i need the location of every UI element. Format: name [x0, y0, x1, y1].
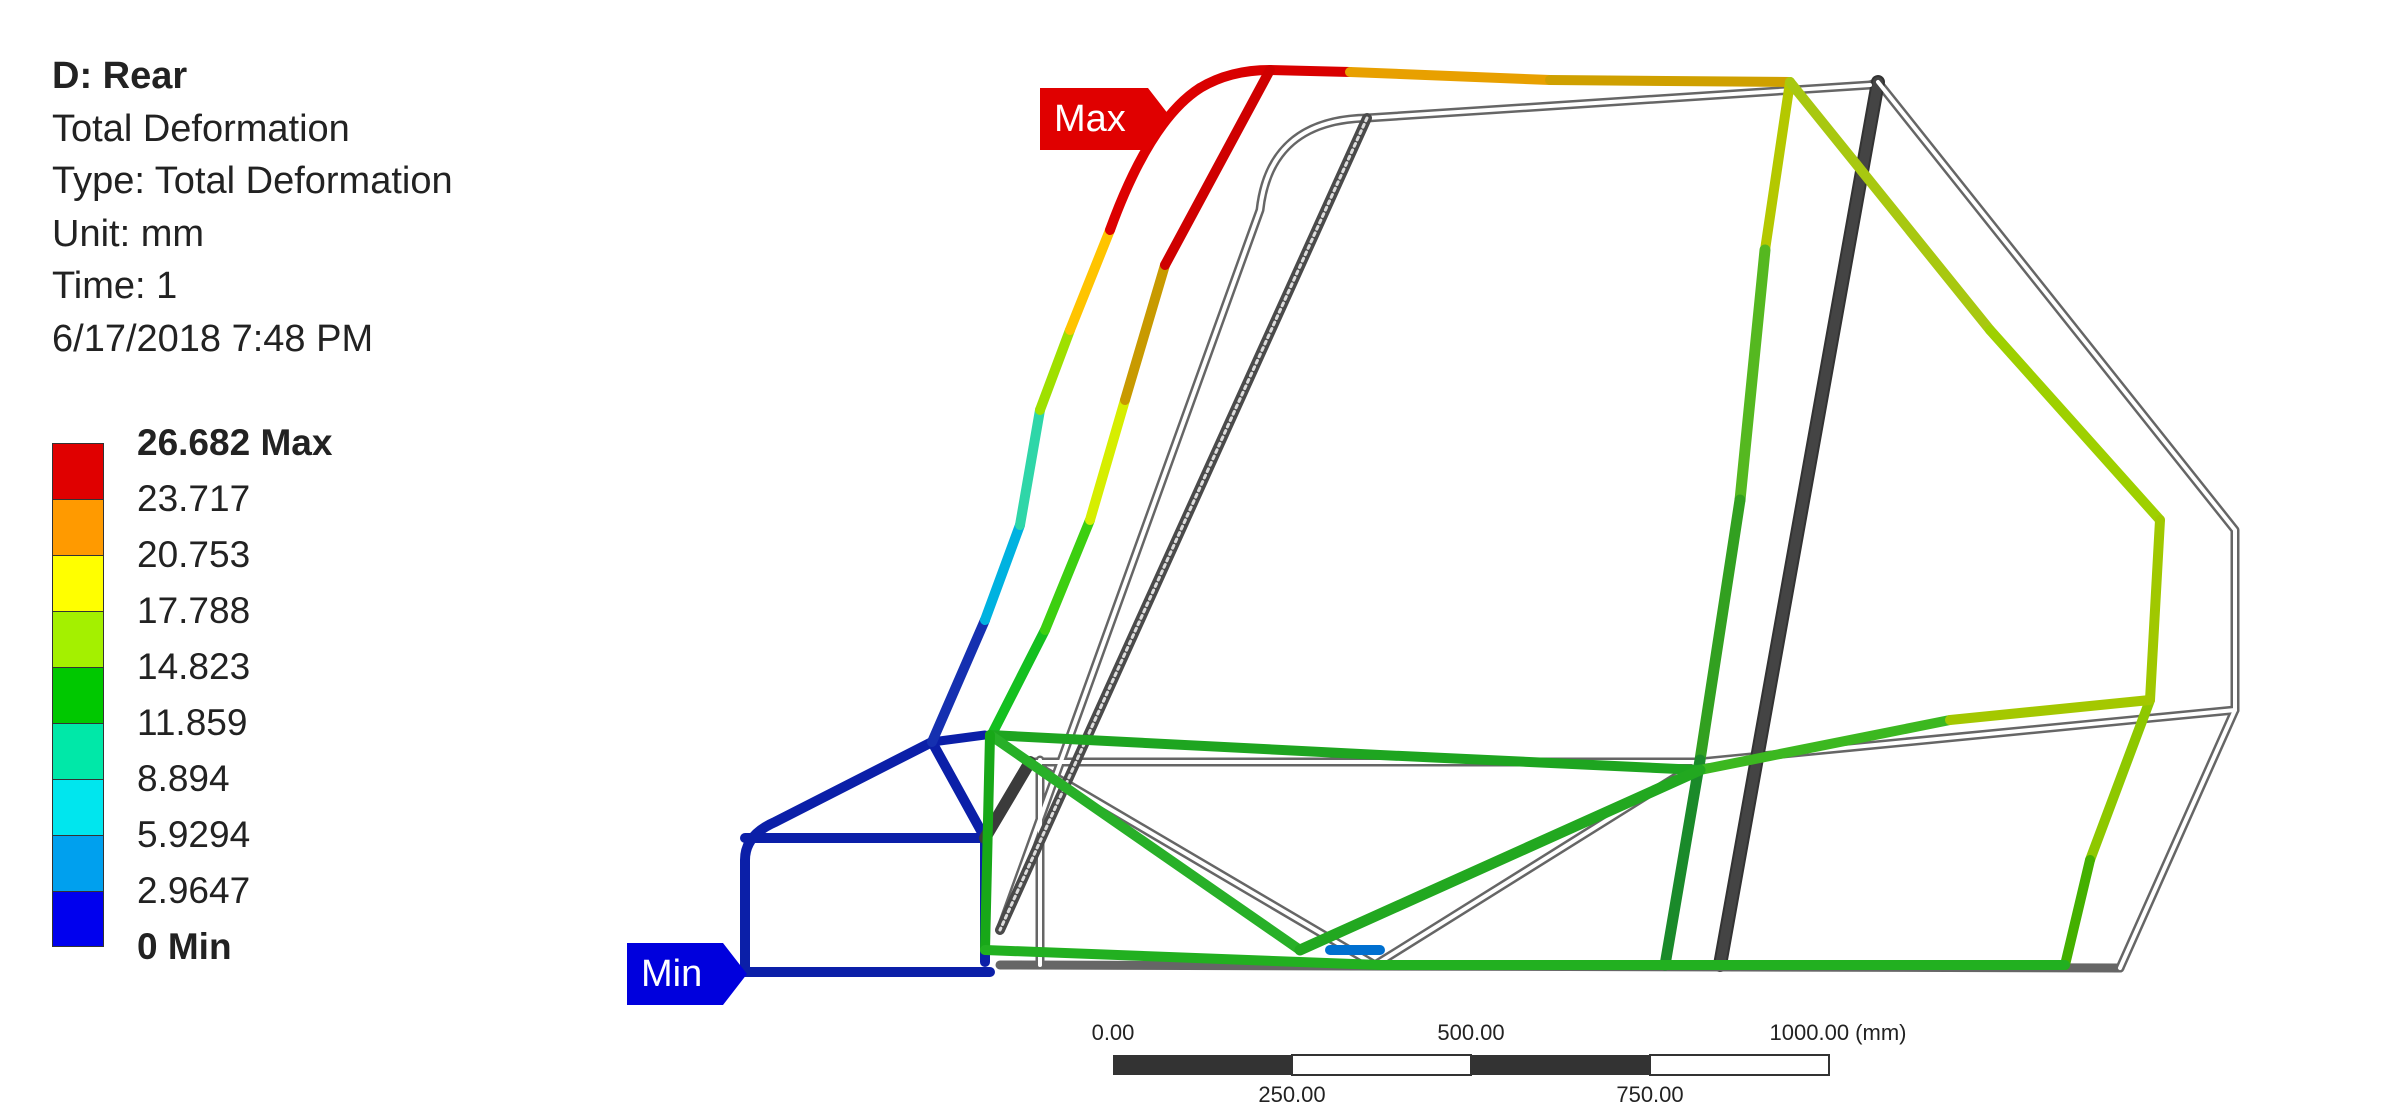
scale-bar: [1113, 1054, 1830, 1076]
legend-swatch: [52, 443, 104, 499]
scale-tick-label: 250.00: [1258, 1082, 1326, 1107]
undeformed-outline: [995, 75, 2240, 973]
legend-label: 26.682 Max: [137, 422, 333, 463]
legend-swatch: [52, 891, 104, 947]
min-probe-flag: [627, 943, 747, 1005]
legend-label: 14.823: [137, 646, 251, 687]
result-time: Time: 1: [52, 265, 178, 307]
legend-label: 0 Min: [137, 926, 232, 967]
result-unit: Unit: mm: [52, 212, 204, 255]
legend-swatch: [52, 835, 104, 891]
legend-label: 17.788: [137, 590, 251, 631]
result-type: Type: Total Deformation: [52, 160, 453, 202]
scale-tick-label: 0.00: [1091, 1020, 1135, 1045]
result-date: 6/17/2018 7:48 PM: [52, 317, 374, 360]
max-probe: Max: [1040, 88, 1172, 150]
result-name: Total Deformation: [52, 107, 350, 150]
legend-swatch: [52, 499, 104, 555]
legend-label: 5.9294: [137, 814, 251, 855]
legend-label: 11.859: [137, 702, 248, 743]
scale-tick-label: 750.00: [1616, 1082, 1684, 1107]
legend-swatch: [52, 555, 104, 611]
legend-swatch: [52, 723, 104, 779]
scale-tick-label: 1000.00 (mm): [1769, 1020, 1907, 1045]
max-probe-flag: [1040, 88, 1172, 150]
legend-label: 8.894: [137, 758, 230, 799]
result-info: D: Rear Total Deformation Type: Total De…: [52, 50, 453, 365]
legend-label: 2.9647: [137, 870, 251, 911]
scale-tick-label: 500.00: [1437, 1020, 1505, 1045]
max-probe-label: Max: [1054, 98, 1126, 140]
legend-label: 23.717: [137, 478, 251, 519]
min-probe-label: Min: [641, 953, 703, 995]
legend-label: 20.753: [137, 534, 251, 575]
legend-swatch: [52, 667, 104, 723]
deformed-shape: [740, 65, 2165, 977]
legend-swatch: [52, 779, 104, 835]
min-probe: Min: [627, 943, 747, 1005]
result-title: D: Rear: [52, 55, 188, 97]
legend-swatch: [52, 611, 104, 667]
